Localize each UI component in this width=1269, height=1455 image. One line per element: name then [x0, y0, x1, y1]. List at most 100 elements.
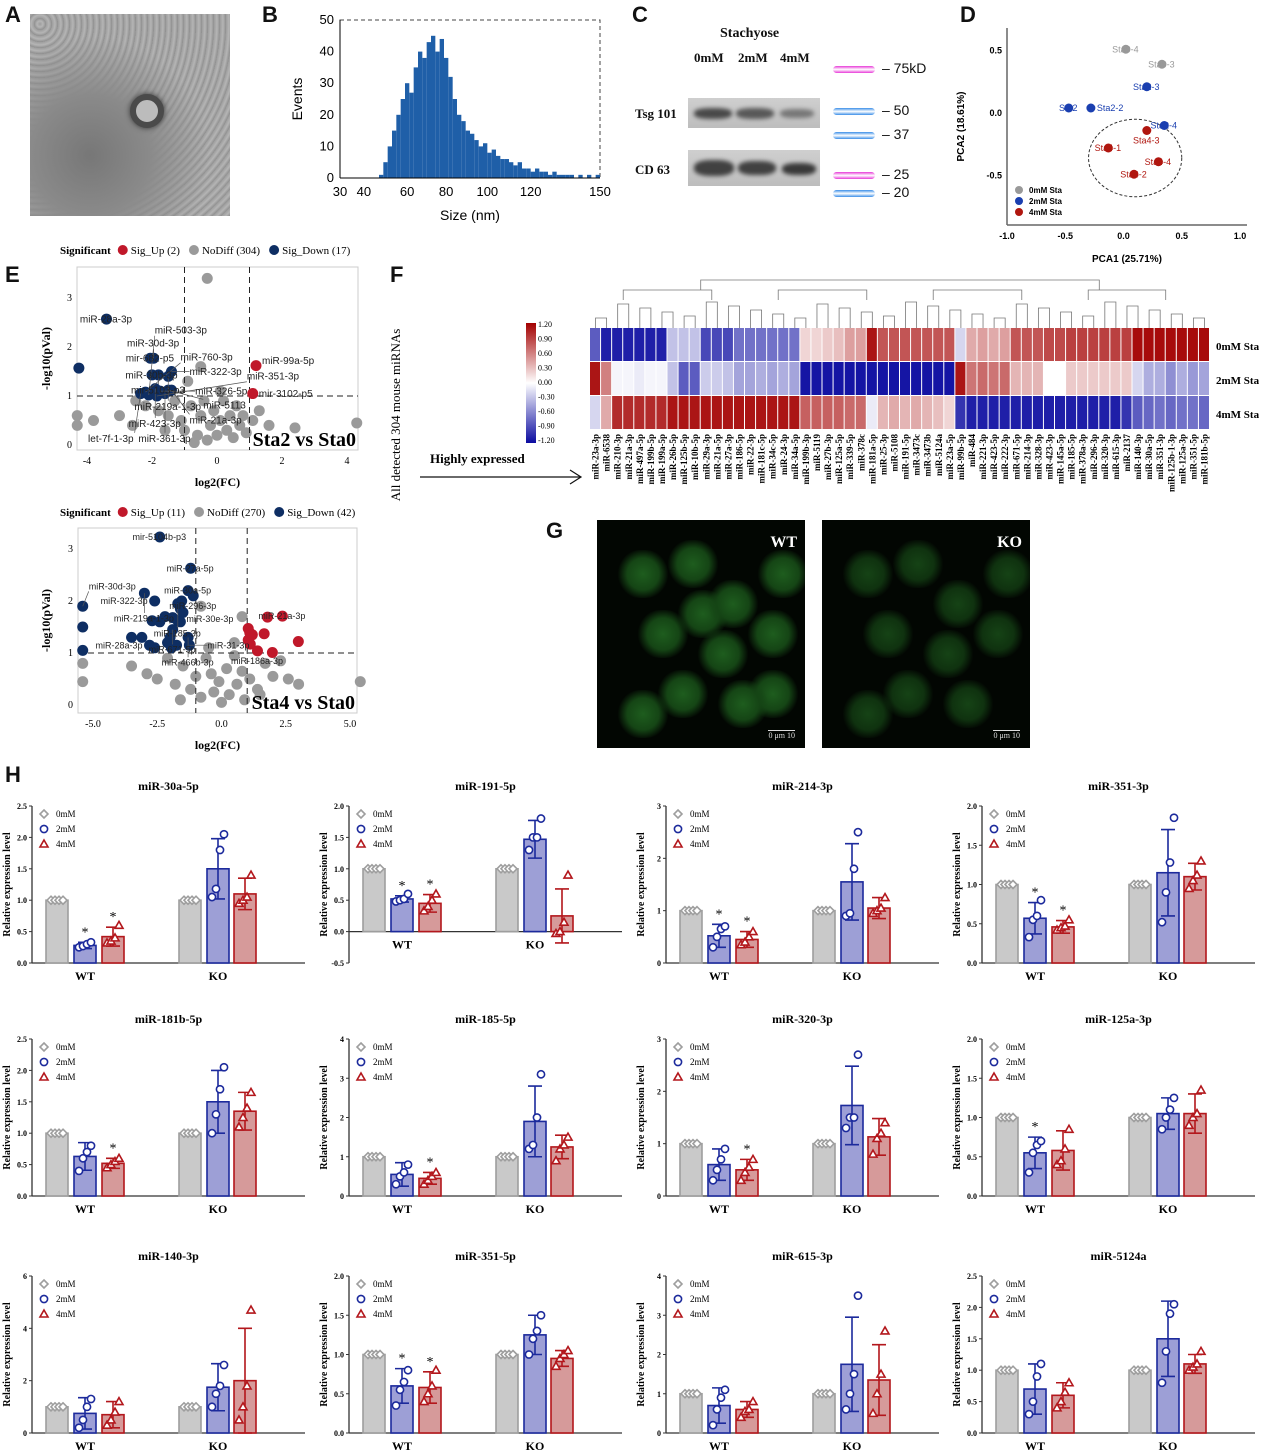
- nodiff-point: [213, 676, 225, 688]
- y-tick-label: 0.5: [967, 1153, 977, 1162]
- mirna-label: mir-3102-p5: [259, 389, 313, 400]
- panel-label-a: A: [5, 2, 21, 27]
- y-tick-label: 2: [67, 342, 72, 353]
- data-point: [1063, 1123, 1075, 1134]
- data-point: [391, 1401, 401, 1410]
- histogram-bar: [526, 168, 531, 178]
- bar-chart-miR-615-3p: miR-615-3p 0 1 2 3 4 Relative expression level…: [636, 1249, 939, 1453]
- volcano-sta2: Significant Sig_Up (2) NoDiff (304) Sig_Dow…: [39, 245, 363, 489]
- data-point: [562, 1131, 574, 1141]
- sig-down-point: [77, 644, 89, 656]
- data-point: [1195, 1345, 1207, 1356]
- legend-label: 2mM: [690, 1057, 710, 1067]
- data-point: [190, 895, 202, 906]
- legend-label: NoDiff (304): [202, 245, 260, 257]
- legend-marker: [38, 1071, 50, 1081]
- ladder-label: – 37: [882, 126, 910, 142]
- data-point: [403, 1160, 413, 1169]
- chart-title: miR-351-5p: [455, 1249, 516, 1263]
- pca-point: [1086, 103, 1096, 113]
- y-tick-label: 3: [67, 293, 72, 304]
- heatmap-cell: [1154, 362, 1165, 395]
- heatmap-cell: [833, 328, 844, 361]
- histogram-bar: [535, 168, 540, 178]
- legend-label: 0mM: [373, 1042, 393, 1052]
- panel-label-e: E: [5, 262, 20, 287]
- sig-up-point: [266, 646, 278, 658]
- histogram-bar: [539, 171, 544, 178]
- heatmap-cell: [767, 328, 778, 361]
- data-point: [1063, 1377, 1075, 1387]
- y-axis-label: Relative expression level: [2, 832, 13, 936]
- data-point: [708, 942, 718, 952]
- bar-KO-0mM: [1128, 1116, 1152, 1197]
- sig-up-point: [244, 638, 256, 650]
- legend-marker: [356, 824, 366, 834]
- row-label: 4mM Sta: [1216, 409, 1260, 421]
- nodiff-point: [254, 689, 266, 701]
- group-label: WT: [709, 1439, 729, 1453]
- point-label: Sta4-4: [1145, 157, 1172, 167]
- pca-point: [1103, 143, 1113, 153]
- y-axis-label: Relative expression level: [319, 1065, 330, 1169]
- y-axis-label: Relative expression level: [952, 832, 963, 936]
- nodiff-point: [247, 415, 259, 426]
- bar-KO-0mM: [812, 1392, 836, 1434]
- x-tick-label: 150: [589, 184, 611, 199]
- data-point: [1036, 1359, 1046, 1369]
- significance-star: *: [399, 1352, 406, 1367]
- microscopy-wt: WT 0 μm 10: [597, 520, 805, 748]
- data-point: [507, 1151, 519, 1162]
- heatmap-cell: [1055, 396, 1066, 429]
- heatmap-cell: [900, 328, 911, 361]
- data-point: [824, 1388, 836, 1399]
- x-tick-label: 30: [333, 184, 347, 199]
- data-point: [241, 1380, 253, 1390]
- nodiff-point: [200, 652, 212, 664]
- legend-label: 0mM: [1006, 809, 1026, 819]
- significance-star: *: [427, 878, 434, 893]
- mirna-label: miR-30e-3p: [186, 614, 233, 624]
- group-label: KO: [1159, 969, 1178, 983]
- data-point: [403, 1365, 413, 1375]
- data-point: [739, 936, 751, 946]
- column-label: miR-351-3p: [1155, 434, 1165, 480]
- histogram-bar: [474, 140, 479, 178]
- data-point: [743, 931, 755, 941]
- data-point: [190, 1401, 202, 1412]
- heatmap-cell: [966, 362, 977, 395]
- legend-label: 0mM: [373, 1279, 393, 1289]
- group-label: KO: [209, 1439, 228, 1453]
- y-tick-label: 3: [68, 544, 73, 555]
- data-point: [1055, 1155, 1067, 1165]
- y-tick-label: 30: [320, 75, 334, 90]
- heatmap-cell: [1198, 396, 1209, 429]
- size-histogram: 0 10 20 30 40 50 30 40 60 80 100 120 150 Size (nm) Eve…: [289, 12, 611, 223]
- nodiff-point: [185, 400, 197, 412]
- legend-marker: [38, 1041, 50, 1053]
- histogram-bar: [452, 99, 457, 178]
- histogram-bar: [387, 146, 392, 178]
- data-point: [1165, 1105, 1175, 1115]
- heatmap-cell: [678, 328, 689, 361]
- data-point: [716, 1393, 726, 1403]
- data-point: [743, 1161, 755, 1172]
- data-point: [532, 833, 542, 842]
- chart-title: miR-320-3p: [772, 1012, 833, 1026]
- group-label: WT: [392, 1202, 412, 1216]
- data-point: [712, 1405, 722, 1414]
- legend-marker: [989, 1294, 999, 1304]
- column-label: miR-199a-5p: [657, 434, 667, 484]
- heatmap-cell: [1165, 362, 1176, 395]
- histogram-bar: [491, 149, 496, 178]
- heatmap-cell: [888, 362, 899, 395]
- nodiff-point: [289, 422, 301, 434]
- heatmap-cell: [678, 362, 689, 395]
- column-label: miR-181c-5p: [757, 434, 767, 484]
- histogram-bar: [405, 83, 410, 178]
- y-tick-label: 2: [657, 1087, 661, 1096]
- heatmap-cell: [1143, 362, 1154, 395]
- histogram-bar: [444, 57, 449, 178]
- nodiff-point: [218, 395, 229, 407]
- data-point: [1059, 920, 1071, 930]
